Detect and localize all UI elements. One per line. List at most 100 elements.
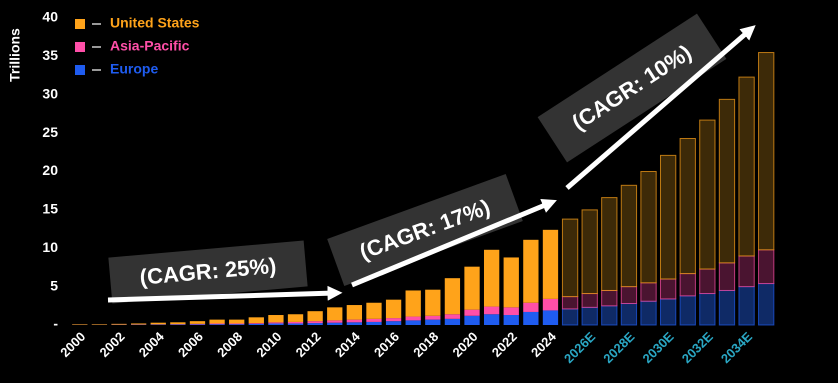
x-tick-label: 2008	[214, 329, 245, 360]
x-tick-label: 2024	[528, 328, 560, 360]
bar	[209, 324, 225, 325]
legend-swatch	[75, 42, 85, 52]
annotation-box	[327, 174, 523, 286]
bar	[738, 286, 755, 326]
bar	[581, 209, 598, 295]
bar	[679, 137, 696, 275]
bar	[561, 296, 579, 310]
annotation-box	[537, 13, 727, 163]
bar	[91, 324, 108, 325]
bar	[72, 324, 88, 325]
bar	[542, 310, 559, 325]
bar	[189, 324, 206, 325]
bar	[659, 278, 677, 300]
bar	[268, 322, 284, 324]
bar	[581, 306, 598, 326]
bar	[503, 315, 519, 325]
x-tick-label: 2004	[136, 328, 168, 360]
bar	[444, 278, 461, 315]
bar	[327, 320, 343, 323]
bar	[718, 98, 736, 264]
x-tick-label: 2026E	[561, 329, 598, 366]
bar	[150, 322, 166, 325]
bar	[561, 308, 579, 326]
x-tick-label: 2030E	[640, 329, 677, 366]
bar	[738, 76, 755, 257]
bar	[425, 289, 441, 316]
bar	[405, 316, 421, 321]
bar	[385, 318, 402, 322]
y-tick-label: 25	[42, 124, 58, 140]
x-tick-label: 2010	[253, 329, 284, 360]
x-tick-label: 2034E	[718, 329, 755, 366]
bar	[248, 317, 264, 324]
bar	[307, 311, 323, 322]
bar	[523, 311, 539, 325]
bar	[464, 315, 480, 325]
bar	[640, 300, 657, 326]
bar	[659, 298, 677, 326]
bar	[758, 249, 775, 285]
bar	[189, 321, 206, 324]
x-tick-label: 2000	[57, 329, 88, 360]
bar	[464, 266, 480, 310]
bar	[189, 323, 206, 325]
x-tick-label: 2018	[410, 329, 441, 360]
bar	[758, 283, 775, 326]
annotation-arrow	[107, 285, 343, 303]
bar	[444, 318, 461, 325]
bar	[699, 268, 716, 295]
bar	[366, 318, 382, 322]
bar	[601, 305, 618, 326]
bar	[327, 307, 343, 321]
annotation: (CAGR: 25%)	[108, 240, 308, 304]
y-tick-label: 15	[42, 201, 58, 217]
bar	[620, 286, 638, 305]
legend-swatch	[75, 19, 85, 29]
x-tick-label: 2014	[332, 328, 364, 360]
y-axis-label: Trillions	[7, 28, 23, 82]
bar	[483, 249, 500, 307]
y-tick-label: 10	[42, 239, 58, 255]
x-tick-label: 2032E	[679, 329, 716, 366]
bar	[130, 323, 147, 325]
bar	[111, 323, 127, 325]
bar	[248, 323, 264, 325]
bar	[483, 306, 500, 315]
bar	[229, 323, 245, 325]
bar	[287, 321, 304, 324]
x-tick-label: 2012	[293, 329, 324, 360]
bar	[503, 307, 519, 316]
bar	[385, 299, 402, 319]
y-tick-label: 35	[42, 47, 58, 63]
bar	[601, 197, 618, 291]
legend-swatch	[75, 65, 85, 75]
bar	[229, 319, 245, 324]
x-tick-label: 2028E	[600, 329, 637, 366]
y-tick-label: 40	[42, 9, 58, 25]
bar	[248, 323, 264, 324]
y-tick-label: 5	[50, 277, 58, 293]
annotation-arrow	[565, 25, 756, 190]
bar	[444, 314, 461, 319]
y-tick-label: -	[53, 316, 58, 332]
bar	[601, 289, 618, 307]
bar	[425, 319, 441, 325]
annotation-arrow	[351, 198, 557, 288]
bar	[366, 321, 382, 325]
bar	[268, 315, 284, 323]
bar	[209, 323, 225, 325]
bar	[464, 309, 480, 316]
y-tick-label: 30	[42, 85, 58, 101]
x-tick-label: 2022	[489, 329, 520, 360]
bar	[542, 229, 559, 299]
bar	[346, 319, 363, 323]
bar	[307, 321, 323, 324]
bar	[483, 314, 500, 325]
bar	[718, 262, 736, 291]
y-tick-label: 20	[42, 162, 58, 178]
bar	[718, 289, 736, 326]
bar	[679, 273, 696, 297]
